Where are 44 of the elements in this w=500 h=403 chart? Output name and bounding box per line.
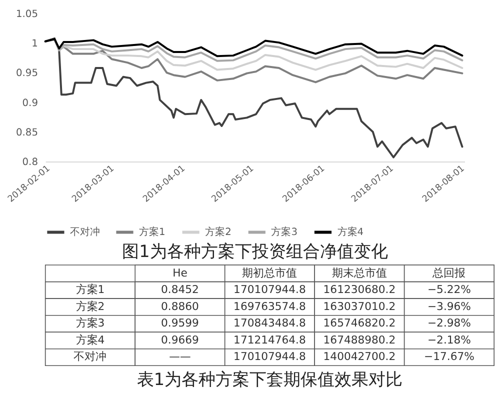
text: −17.67% — [424, 350, 474, 364]
text: 170107944.8 — [234, 283, 306, 296]
y-tick-label: 0.8 — [22, 156, 38, 168]
text: 表1为各种方案下套期保值效果对比 — [136, 368, 403, 389]
category-label: 期初总市值 — [242, 266, 298, 280]
y-tick-label: 1 — [32, 38, 38, 50]
y-tick-label: 0.9 — [22, 98, 38, 109]
text: 165746820.2 — [323, 316, 396, 330]
text: 161230680.2 — [323, 283, 396, 296]
text: −2.98% — [427, 316, 471, 330]
legend-label: 方案3 — [271, 226, 298, 238]
text: 170107944.8 — [234, 350, 306, 364]
category-label: He — [172, 266, 188, 280]
line-series — [44, 37, 464, 158]
text: 163037010.2 — [323, 300, 396, 313]
y-tick-label: 0.95 — [16, 68, 38, 80]
text: 图1为各种方案下投资组合净值变化 — [122, 241, 388, 262]
text: −5.22% — [427, 283, 471, 296]
legend-label: 方案1 — [139, 226, 166, 238]
y-tick-label: 0.85 — [16, 127, 38, 138]
legend-label: 方案2 — [205, 226, 232, 238]
text: —— — [169, 350, 191, 364]
text: 0.9669 — [161, 333, 199, 346]
category-label: 总回报 — [432, 266, 466, 280]
line-series — [44, 38, 464, 58]
text: −2.18% — [427, 333, 471, 346]
text: 170843484.8 — [234, 316, 306, 330]
legend-label: 方案4 — [337, 226, 364, 238]
text: 0.8452 — [161, 283, 199, 296]
text: 171214764.8 — [234, 333, 306, 346]
text: 0.8860 — [161, 300, 199, 313]
category-label: 不对冲 — [74, 350, 107, 364]
category-label: 方案1 — [76, 283, 105, 296]
category-label: 方案2 — [76, 300, 105, 313]
text: 140042700.2 — [323, 350, 396, 364]
text: 0.9599 — [161, 316, 199, 330]
text: 169763574.8 — [234, 300, 306, 313]
text: −3.96% — [427, 300, 471, 313]
category-label: 方案3 — [76, 316, 105, 330]
text: 167488980.2 — [323, 333, 396, 346]
category-label: 期末总市值 — [332, 266, 387, 280]
category-label: 方案4 — [76, 333, 105, 346]
legend-label: 不对冲 — [70, 226, 100, 238]
y-tick-label: 1.05 — [16, 9, 38, 20]
